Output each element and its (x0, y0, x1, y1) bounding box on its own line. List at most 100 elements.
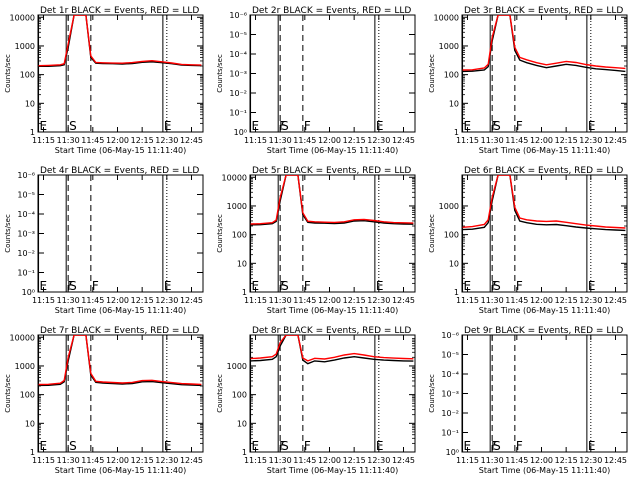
event-marker-label: S (281, 439, 289, 453)
plot-frame (249, 174, 416, 293)
event-marker-label: E (376, 279, 384, 293)
x-tick-label: 11:30 (269, 456, 292, 465)
x-tick-label: 11:45 (293, 136, 316, 145)
y-axis-label: Counts/sec (216, 214, 224, 253)
x-tick-label: 12:45 (392, 136, 415, 145)
x-tick-label: 11:15 (244, 136, 267, 145)
event-marker-label: S (69, 119, 77, 133)
lld-series-line (462, 175, 626, 229)
event-marker-label: E (252, 119, 260, 133)
x-axis-label: Start Time (06-May-15 11:11:40) (479, 466, 610, 475)
event-marker-label: E (464, 119, 472, 133)
y-tick-label: 1000 (15, 42, 35, 51)
x-tick-label: 12:30 (579, 456, 602, 465)
x-tick-label: 12:00 (106, 296, 129, 305)
plot-frame (249, 334, 416, 453)
x-tick-label: 11:15 (244, 296, 267, 305)
plot-frame (461, 174, 628, 293)
y-tick-label: 10⁻⁵ (17, 191, 35, 200)
x-tick-label: 12:30 (367, 136, 390, 145)
y-tick-label: 10⁻² (441, 409, 459, 418)
lld-series-line (250, 175, 414, 225)
x-tick-label: 12:15 (131, 296, 154, 305)
event-marker-label: S (69, 439, 77, 453)
y-tick-label: 10⁰ (22, 288, 35, 297)
plot-frame (461, 334, 628, 453)
x-axis-label: Start Time (06-May-15 11:11:40) (267, 306, 398, 315)
x-tick-label: 12:00 (106, 456, 129, 465)
x-tick-label: 11:15 (456, 296, 479, 305)
x-tick-label: 11:15 (32, 296, 55, 305)
x-tick-label: 11:30 (481, 456, 504, 465)
event-marker-label: E (464, 439, 472, 453)
x-tick-label: 11:30 (57, 296, 80, 305)
chart-title: Det 2r BLACK = Events, RED = LLD (252, 6, 411, 16)
x-tick-label: 12:15 (555, 136, 578, 145)
events-series-line (250, 175, 414, 226)
event-marker-label: E (252, 279, 260, 293)
y-axis-label: Counts/sec (4, 214, 12, 253)
x-tick-label: 11:45 (81, 136, 104, 145)
y-tick-label: 100 (20, 71, 35, 80)
plot-frame (37, 334, 204, 453)
x-tick-label: 12:45 (392, 456, 415, 465)
x-tick-label: 12:45 (180, 456, 203, 465)
event-marker-label: F (491, 439, 498, 453)
chart-title: Det 9r BLACK = Events, RED = LLD (464, 326, 623, 336)
y-tick-label: 1 (454, 128, 459, 137)
x-tick-label: 12:30 (579, 296, 602, 305)
x-tick-label: 11:30 (57, 136, 80, 145)
chart-title: Det 8r BLACK = Events, RED = LLD (252, 326, 411, 336)
event-marker-label: F (279, 279, 286, 293)
x-tick-label: 11:15 (32, 456, 55, 465)
x-tick-label: 12:45 (604, 456, 627, 465)
y-tick-label: 10⁻⁴ (229, 50, 247, 59)
event-marker-label: E (376, 119, 384, 133)
y-axis-label: Counts/sec (4, 54, 12, 93)
chart-title: Det 5r BLACK = Events, RED = LLD (252, 166, 411, 176)
event-marker-label: F (516, 279, 523, 293)
y-axis-label: Counts/sec (428, 214, 436, 253)
event-marker-label: F (92, 279, 99, 293)
y-tick-label: 100 (20, 391, 35, 400)
event-marker-label: E (464, 279, 472, 293)
y-tick-label: 10000 (10, 333, 35, 342)
lld-series-line (462, 15, 626, 71)
y-tick-label: 10000 (10, 13, 35, 22)
y-tick-label: 10 (237, 259, 247, 268)
x-tick-label: 11:15 (456, 456, 479, 465)
plot-frame (37, 14, 204, 133)
x-tick-label: 12:45 (180, 296, 203, 305)
x-tick-label: 11:15 (32, 136, 55, 145)
event-marker-label: S (493, 279, 501, 293)
event-marker-label: F (491, 119, 498, 133)
y-tick-label: 10⁻⁶ (17, 171, 35, 180)
x-tick-label: 11:45 (505, 296, 528, 305)
y-tick-label: 10⁻¹ (441, 429, 459, 438)
lld-series-line (250, 335, 414, 362)
x-axis-label: Start Time (06-May-15 11:11:40) (267, 146, 398, 155)
x-tick-label: 11:45 (293, 296, 316, 305)
event-marker-label: E (588, 439, 596, 453)
y-tick-label: 10⁻³ (17, 230, 35, 239)
x-tick-label: 11:45 (505, 456, 528, 465)
y-tick-label: 10 (449, 259, 459, 268)
y-tick-label: 1000 (439, 202, 459, 211)
events-series-line (38, 335, 202, 387)
x-tick-label: 12:30 (155, 456, 178, 465)
event-marker-label: F (279, 119, 286, 133)
event-marker-label: E (164, 439, 172, 453)
x-tick-label: 12:15 (343, 136, 366, 145)
x-tick-label: 12:00 (530, 136, 553, 145)
event-marker-label: F (516, 439, 523, 453)
y-tick-label: 100 (444, 231, 459, 240)
x-tick-label: 11:30 (269, 136, 292, 145)
y-tick-label: 10⁻³ (441, 390, 459, 399)
event-marker-label: E (588, 279, 596, 293)
y-tick-label: 10⁻⁵ (441, 351, 459, 360)
x-tick-label: 11:45 (81, 296, 104, 305)
